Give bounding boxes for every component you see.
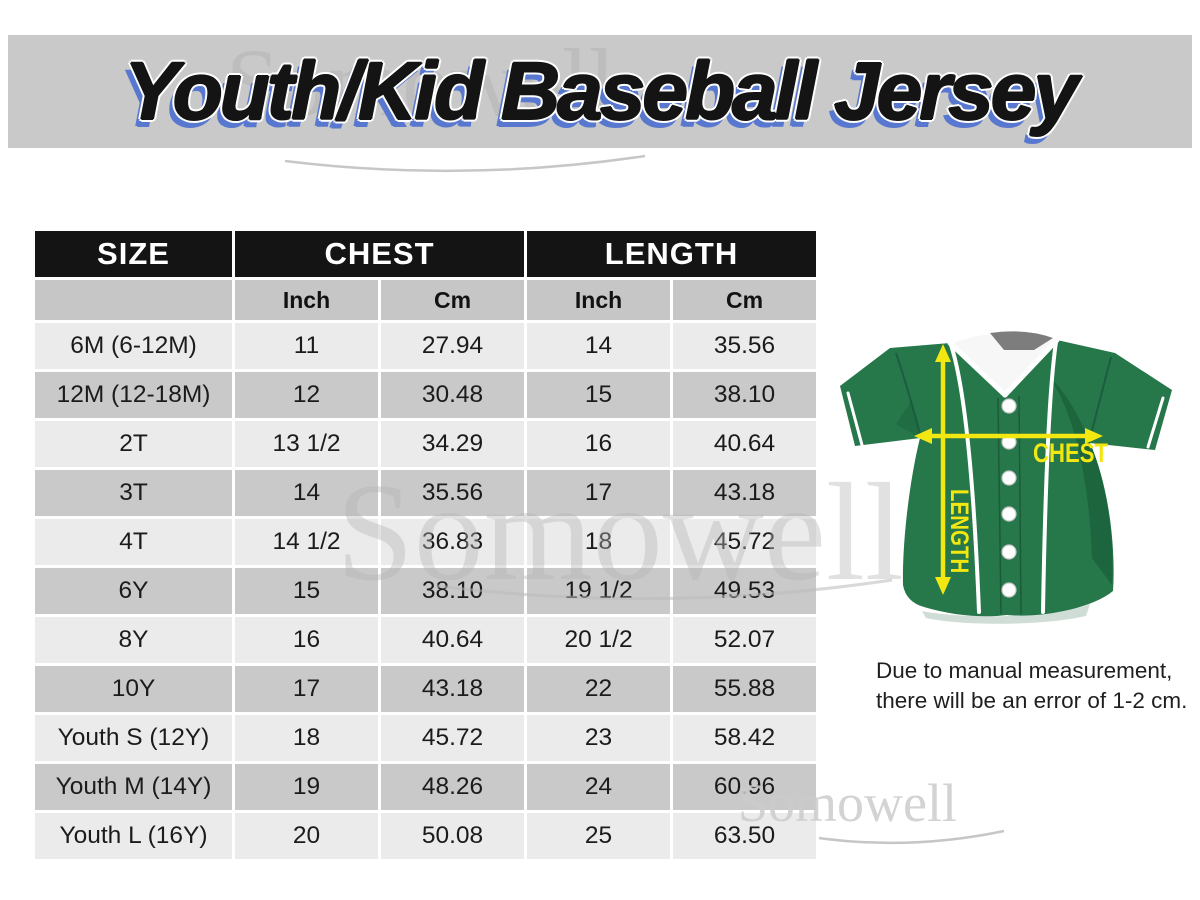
size-cell: Youth L (16Y)	[35, 813, 232, 859]
value-cell: 38.10	[673, 372, 817, 418]
value-cell: 19	[235, 764, 378, 810]
jersey-inner-collar	[942, 332, 1065, 404]
value-cell: 63.50	[673, 813, 817, 859]
table-row: 12M (12-18M) 12 30.48 15 38.10	[35, 372, 817, 418]
value-cell: 17	[527, 470, 671, 516]
table-row: Youth M (14Y) 19 48.26 24 60.96	[35, 764, 817, 810]
length-arrow-icon	[935, 344, 951, 595]
value-cell: 14	[235, 470, 378, 516]
chest-cm-header: Cm	[381, 280, 525, 320]
value-cell: 15	[527, 372, 671, 418]
length-inch-header: Inch	[527, 280, 671, 320]
chest-inch-header: Inch	[235, 280, 378, 320]
value-cell: 16	[235, 617, 378, 663]
chest-label: CHEST	[1033, 439, 1108, 469]
value-cell: 40.64	[381, 617, 525, 663]
chest-header: CHEST	[235, 231, 525, 277]
value-cell: 35.56	[673, 323, 817, 369]
value-cell: 55.88	[673, 666, 817, 712]
table-row: Youth S (12Y) 18 45.72 23 58.42	[35, 715, 817, 761]
value-cell: 20 1/2	[527, 617, 671, 663]
value-cell: 14 1/2	[235, 519, 378, 565]
watermark-swoosh	[284, 154, 646, 173]
size-header: SIZE	[35, 231, 232, 277]
value-cell: 60.96	[673, 764, 817, 810]
size-cell: 3T	[35, 470, 232, 516]
table-row: 3T 14 35.56 17 43.18	[35, 470, 817, 516]
table-row: 2T 13 1/2 34.29 16 40.64	[35, 421, 817, 467]
value-cell: 52.07	[673, 617, 817, 663]
value-cell: 40.64	[673, 421, 817, 467]
value-cell: 58.42	[673, 715, 817, 761]
size-table-body: 6M (6-12M) 11 27.94 14 35.56 12M (12-18M) 12 30…	[35, 323, 817, 859]
value-cell: 30.48	[381, 372, 525, 418]
unit-header-row: Inch Cm Inch Cm	[35, 280, 817, 320]
size-cell: 6M (6-12M)	[35, 323, 232, 369]
value-cell: 48.26	[381, 764, 525, 810]
value-cell: 11	[235, 323, 378, 369]
value-cell: 18	[235, 715, 378, 761]
size-cell: 2T	[35, 421, 232, 467]
value-cell: 19 1/2	[527, 568, 671, 614]
size-table-wrap: SIZE CHEST LENGTH Inch Cm Inch Cm 6M (6-…	[32, 228, 820, 862]
watermark-swoosh	[804, 829, 1005, 845]
title-banner: Somowell Youth/Kid Baseball Jersey	[8, 29, 1192, 173]
value-cell: 36.83	[381, 519, 525, 565]
size-cell: Youth S (12Y)	[35, 715, 232, 761]
value-cell: 50.08	[381, 813, 525, 859]
size-cell: 8Y	[35, 617, 232, 663]
value-cell: 17	[235, 666, 378, 712]
value-cell: 14	[527, 323, 671, 369]
value-cell: 12	[235, 372, 378, 418]
table-row: 4T 14 1/2 36.83 18 45.72	[35, 519, 817, 565]
value-cell: 45.72	[381, 715, 525, 761]
length-header: LENGTH	[527, 231, 817, 277]
table-row: 6Y 15 38.10 19 1/2 49.53	[35, 568, 817, 614]
value-cell: 27.94	[381, 323, 525, 369]
value-cell: 15	[235, 568, 378, 614]
size-cell: 12M (12-18M)	[35, 372, 232, 418]
size-cell: Youth M (14Y)	[35, 764, 232, 810]
value-cell: 13 1/2	[235, 421, 378, 467]
value-cell: 16	[527, 421, 671, 467]
value-cell: 49.53	[673, 568, 817, 614]
table-row: 6M (6-12M) 11 27.94 14 35.56	[35, 323, 817, 369]
value-cell: 20	[235, 813, 378, 859]
header-row: SIZE CHEST LENGTH	[35, 231, 817, 277]
page-title: Youth/Kid Baseball Jersey	[124, 46, 1079, 137]
length-label: LENGTH	[946, 489, 974, 573]
size-cell: 6Y	[35, 568, 232, 614]
size-cell: 10Y	[35, 666, 232, 712]
jersey-illustration: CHEST LENGTH	[840, 331, 1172, 624]
value-cell: 38.10	[381, 568, 525, 614]
size-cell: 4T	[35, 519, 232, 565]
value-cell: 45.72	[673, 519, 817, 565]
note-line-2: there will be an error of 1-2 cm.	[876, 688, 1188, 713]
table-row: Youth L (16Y) 20 50.08 25 63.50	[35, 813, 817, 859]
note-line-1: Due to manual measurement,	[876, 658, 1173, 683]
jersey-piping-group	[846, 337, 1165, 614]
table-row: 10Y 17 43.18 22 55.88	[35, 666, 817, 712]
value-cell: 35.56	[381, 470, 525, 516]
value-cell: 43.18	[673, 470, 817, 516]
value-cell: 43.18	[381, 666, 525, 712]
jersey-neck-shadow	[990, 331, 1053, 350]
value-cell: 22	[527, 666, 671, 712]
measurement-note: Due to manual measurement, there will be…	[876, 656, 1196, 716]
table-row: 8Y 16 40.64 20 1/2 52.07	[35, 617, 817, 663]
chest-arrow-icon	[914, 428, 1103, 444]
corner-cell	[35, 280, 232, 320]
value-cell: 25	[527, 813, 671, 859]
value-cell: 34.29	[381, 421, 525, 467]
length-cm-header: Cm	[673, 280, 817, 320]
value-cell: 18	[527, 519, 671, 565]
value-cell: 23	[527, 715, 671, 761]
size-chart-table: SIZE CHEST LENGTH Inch Cm Inch Cm 6M (6-…	[32, 228, 820, 862]
value-cell: 24	[527, 764, 671, 810]
